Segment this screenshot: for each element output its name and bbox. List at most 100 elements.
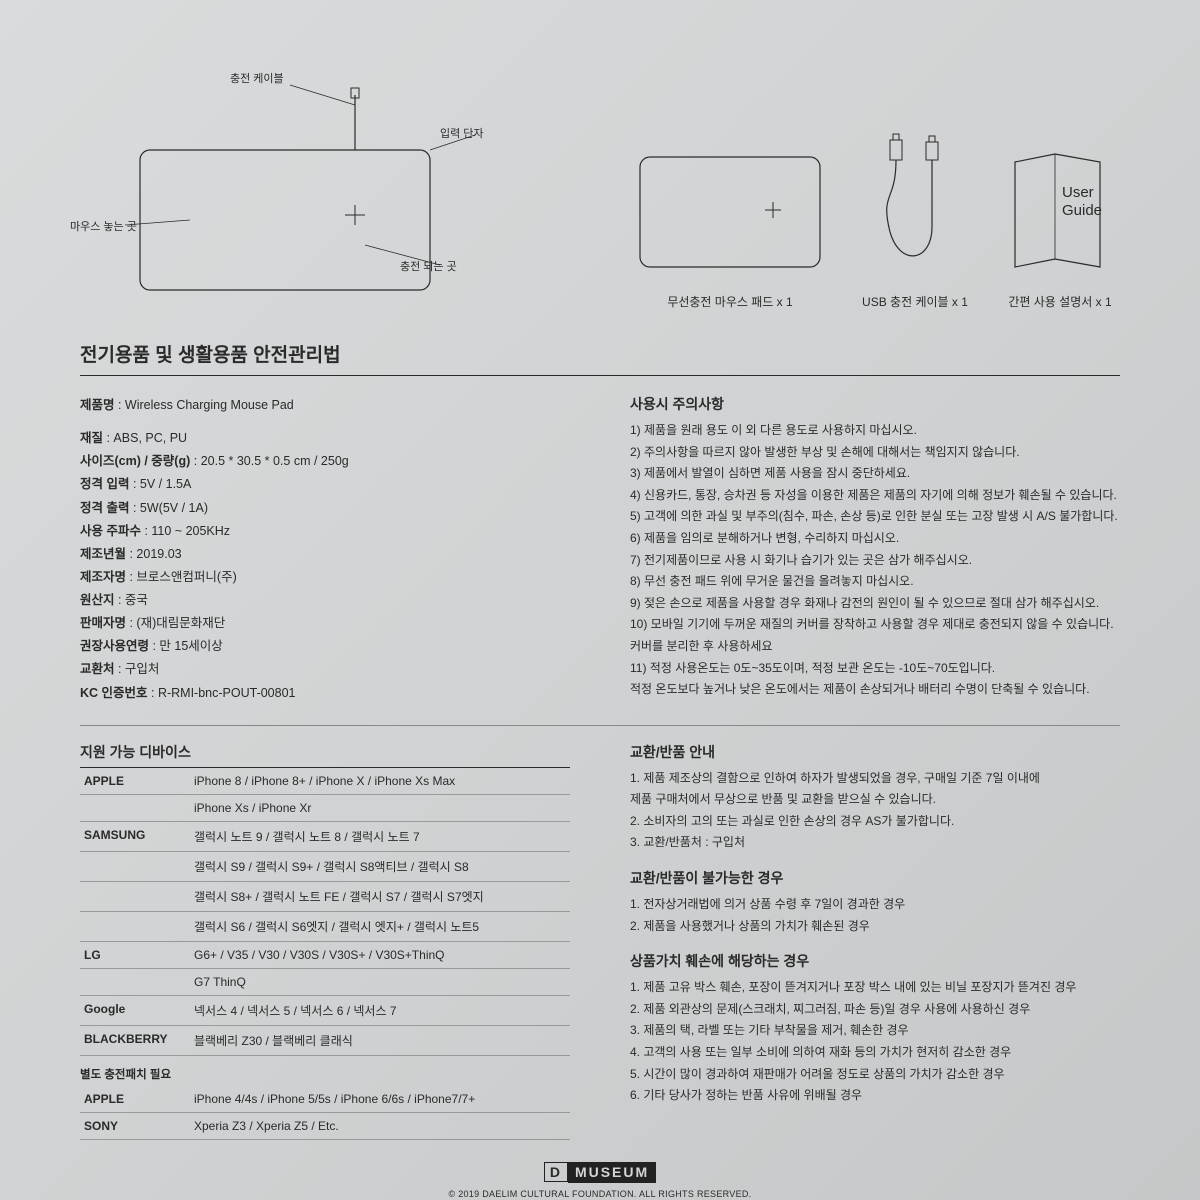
list-item: 6. 기타 당사가 정하는 반품 사유에 위배될 경우 xyxy=(630,1085,1120,1107)
item-label: USB 충전 케이블 x 1 xyxy=(860,293,970,310)
main-diagram: 충전 케이블 입력 단자 마우스 놓는 곳 충전 되는 곳 xyxy=(80,50,500,310)
caution-item: 4) 신용카드, 통장, 승차권 등 자성을 이용한 제품은 제품의 자기에 의… xyxy=(630,485,1120,507)
spec-line: 사이즈(cm) / 중량(g) : 20.5 * 30.5 * 0.5 cm /… xyxy=(80,450,570,473)
brand-cell xyxy=(80,911,190,941)
caution-item: 7) 전기제품이므로 사용 시 화기나 습기가 있는 곳은 삼가 해주십시오. xyxy=(630,550,1120,572)
footer: DMUSEUM © 2019 DAELIM CULTURAL FOUNDATIO… xyxy=(80,1162,1120,1199)
caution-item: 6) 제품을 임의로 분해하거나 변형, 수리하지 마십시오. xyxy=(630,528,1120,550)
caution-title: 사용시 주의사항 xyxy=(630,394,1120,414)
caution-item: 3) 제품에서 발열이 심하면 제품 사용을 잠시 중단하세요. xyxy=(630,463,1120,485)
brand-cell xyxy=(80,794,190,821)
divider xyxy=(80,725,1120,726)
table-row: G7 ThinQ xyxy=(80,968,570,995)
return-title: 교환/반품 안내 xyxy=(630,742,1120,762)
caution-list: 1) 제품을 원래 용도 이 외 다른 용도로 사용하지 마십시오.2) 주의사… xyxy=(630,420,1120,701)
patch-note: 별도 충전패치 필요 xyxy=(80,1066,570,1082)
models-cell: 갤럭시 노트 9 / 갤럭시 노트 8 / 갤럭시 노트 7 xyxy=(190,821,570,851)
spec-line: 판매자명 : (재)대림문화재단 xyxy=(80,612,570,635)
models-cell: Xperia Z3 / Xperia Z5 / Etc. xyxy=(190,1112,570,1139)
package-item: USB 충전 케이블 x 1 xyxy=(860,132,970,310)
package-item: User Guide 간편 사용 설명서 x 1 xyxy=(1000,132,1120,310)
models-cell: 갤럭시 S6 / 갤럭시 S6엣지 / 갤럭시 엣지+ / 갤럭시 노트5 xyxy=(190,911,570,941)
caution-item: 11) 적정 사용온도는 0도~35도이며, 적정 보관 온도는 -10도~70… xyxy=(630,658,1120,680)
list-item: 제품 구매처에서 무상으로 반품 및 교환을 받으실 수 있습니다. xyxy=(630,789,1120,811)
item-label: 무선충전 마우스 패드 x 1 xyxy=(630,293,830,310)
callout-cable: 충전 케이블 xyxy=(230,70,284,86)
svg-text:User: User xyxy=(1062,184,1094,201)
brand-cell: Google xyxy=(80,995,190,1025)
list-item: 1. 제품 고유 박스 훼손, 포장이 뜯겨지거나 포장 박스 내에 있는 비닐… xyxy=(630,977,1120,999)
caution-item: 5) 고객에 의한 과실 및 부주의(침수, 파손, 손상 등)로 인한 분실 … xyxy=(630,506,1120,528)
return-list: 1. 제품 제조상의 결함으로 인하여 하자가 발생되었을 경우, 구매일 기준… xyxy=(630,768,1120,854)
list-item: 3. 제품의 택, 라벨 또는 기타 부착물을 제거, 훼손한 경우 xyxy=(630,1020,1120,1042)
cautions-column: 사용시 주의사항 1) 제품을 원래 용도 이 외 다른 용도로 사용하지 마십… xyxy=(630,394,1120,705)
models-cell: iPhone 8 / iPhone 8+ / iPhone X / iPhone… xyxy=(190,768,570,795)
table-row: SONYXperia Z3 / Xperia Z5 / Etc. xyxy=(80,1112,570,1139)
brand-cell: APPLE xyxy=(80,768,190,795)
package-item: 무선충전 마우스 패드 x 1 xyxy=(630,132,830,310)
spec-line: 제조년월 : 2019.03 xyxy=(80,543,570,566)
package-contents: 무선충전 마우스 패드 x 1 USB 충전 케이블 x 1 User Guid… xyxy=(550,50,1120,310)
list-item: 4. 고객의 사용 또는 일부 소비에 의하여 재화 등의 가치가 현저히 감소… xyxy=(630,1042,1120,1064)
table-row: SAMSUNG갤럭시 노트 9 / 갤럭시 노트 8 / 갤럭시 노트 7 xyxy=(80,821,570,851)
spec-line: 정격 출력 : 5W(5V / 1A) xyxy=(80,497,570,520)
noreturn-list: 1. 전자상거래법에 의거 상품 수령 후 7일이 경과한 경우2. 제품을 사… xyxy=(630,894,1120,937)
spec-line: 교환처 : 구입처 xyxy=(80,658,570,681)
table-row: APPLEiPhone 4/4s / iPhone 5/5s / iPhone … xyxy=(80,1086,570,1113)
caution-item: 10) 모바일 기기에 두꺼운 재질의 커버를 장착하고 사용할 경우 제대로 … xyxy=(630,614,1120,657)
list-item: 5. 시간이 많이 경과하여 재판매가 어려울 정도로 상품의 가치가 감소한 … xyxy=(630,1064,1120,1086)
specs-column: 제품명 : Wireless Charging Mouse Pad재질 : AB… xyxy=(80,394,570,705)
noreturn-title: 교환/반품이 불가능한 경우 xyxy=(630,868,1120,888)
device-table: APPLEiPhone 8 / iPhone 8+ / iPhone X / i… xyxy=(80,768,570,1056)
brand-cell: SONY xyxy=(80,1112,190,1139)
caution-item: 2) 주의사항을 따르지 않아 발생한 부상 및 손해에 대해서는 책임지지 않… xyxy=(630,442,1120,464)
caution-item: 8) 무선 충전 패드 위에 무거운 물건을 올려놓지 마십시오. xyxy=(630,571,1120,593)
guide-icon: User Guide xyxy=(1000,132,1120,282)
logo-d: D xyxy=(544,1162,568,1182)
table-row: 갤럭시 S6 / 갤럭시 S6엣지 / 갤럭시 엣지+ / 갤럭시 노트5 xyxy=(80,911,570,941)
svg-text:Guide: Guide xyxy=(1062,202,1102,219)
caution-item: 9) 젖은 손으로 제품을 사용할 경우 화재나 감전의 원인이 될 수 있으므… xyxy=(630,593,1120,615)
brand-cell xyxy=(80,968,190,995)
logo: DMUSEUM xyxy=(544,1162,656,1183)
pad-icon xyxy=(630,132,830,282)
models-cell: 갤럭시 S8+ / 갤럭시 노트 FE / 갤럭시 S7 / 갤럭시 S7엣지 xyxy=(190,881,570,911)
top-diagrams: 충전 케이블 입력 단자 마우스 놓는 곳 충전 되는 곳 무선충전 마우스 패… xyxy=(80,50,1120,310)
brand-cell: SAMSUNG xyxy=(80,821,190,851)
copyright: © 2019 DAELIM CULTURAL FOUNDATION. ALL R… xyxy=(80,1189,1120,1199)
list-item: 2. 소비자의 고의 또는 과실로 인한 손상의 경우 AS가 불가합니다. xyxy=(630,811,1120,833)
damage-list: 1. 제품 고유 박스 훼손, 포장이 뜯겨지거나 포장 박스 내에 있는 비닐… xyxy=(630,977,1120,1107)
callout-input: 입력 단자 xyxy=(440,125,484,141)
spec-line: 제조자명 : 브로스앤컴퍼니(주) xyxy=(80,566,570,589)
brand-cell: BLACKBERRY xyxy=(80,1025,190,1055)
section-title: 전기용품 및 생활용품 안전관리법 xyxy=(80,340,1120,376)
table-row: LGG6+ / V35 / V30 / V30S / V30S+ / V30S+… xyxy=(80,941,570,968)
models-cell: iPhone Xs / iPhone Xr xyxy=(190,794,570,821)
models-cell: G6+ / V35 / V30 / V30S / V30S+ / V30S+Th… xyxy=(190,941,570,968)
models-cell: 넥서스 4 / 넥서스 5 / 넥서스 6 / 넥서스 7 xyxy=(190,995,570,1025)
brand-cell: LG xyxy=(80,941,190,968)
callout-charge: 충전 되는 곳 xyxy=(400,258,457,274)
brand-cell: APPLE xyxy=(80,1086,190,1113)
logo-museum: MUSEUM xyxy=(568,1162,656,1183)
patch-table: APPLEiPhone 4/4s / iPhone 5/5s / iPhone … xyxy=(80,1086,570,1140)
table-row: 갤럭시 S9 / 갤럭시 S9+ / 갤럭시 S8액티브 / 갤럭시 S8 xyxy=(80,851,570,881)
brand-cell xyxy=(80,851,190,881)
devices-policies-row: 지원 가능 디바이스 APPLEiPhone 8 / iPhone 8+ / i… xyxy=(80,742,1120,1140)
models-cell: 블랙베리 Z30 / 블랙베리 클래식 xyxy=(190,1025,570,1055)
models-cell: iPhone 4/4s / iPhone 5/5s / iPhone 6/6s … xyxy=(190,1086,570,1113)
list-item: 3. 교환/반품처 : 구입처 xyxy=(630,832,1120,854)
cable-icon xyxy=(860,132,970,282)
spec-line: 사용 주파수 : 110 ~ 205KHz xyxy=(80,520,570,543)
list-item: 1. 전자상거래법에 의거 상품 수령 후 7일이 경과한 경우 xyxy=(630,894,1120,916)
list-item: 1. 제품 제조상의 결함으로 인하여 하자가 발생되었을 경우, 구매일 기준… xyxy=(630,768,1120,790)
damage-title: 상품가치 훼손에 해당하는 경우 xyxy=(630,951,1120,971)
item-label: 간편 사용 설명서 x 1 xyxy=(1000,293,1120,310)
devices-title: 지원 가능 디바이스 xyxy=(80,742,570,768)
spec-line: KC 인증번호 : R-RMI-bnc-POUT-00801 xyxy=(80,682,570,705)
caution-item: 1) 제품을 원래 용도 이 외 다른 용도로 사용하지 마십시오. xyxy=(630,420,1120,442)
table-row: BLACKBERRY블랙베리 Z30 / 블랙베리 클래식 xyxy=(80,1025,570,1055)
table-row: iPhone Xs / iPhone Xr xyxy=(80,794,570,821)
list-item: 2. 제품을 사용했거나 상품의 가치가 훼손된 경우 xyxy=(630,916,1120,938)
spec-line: 재질 : ABS, PC, PU xyxy=(80,427,570,450)
